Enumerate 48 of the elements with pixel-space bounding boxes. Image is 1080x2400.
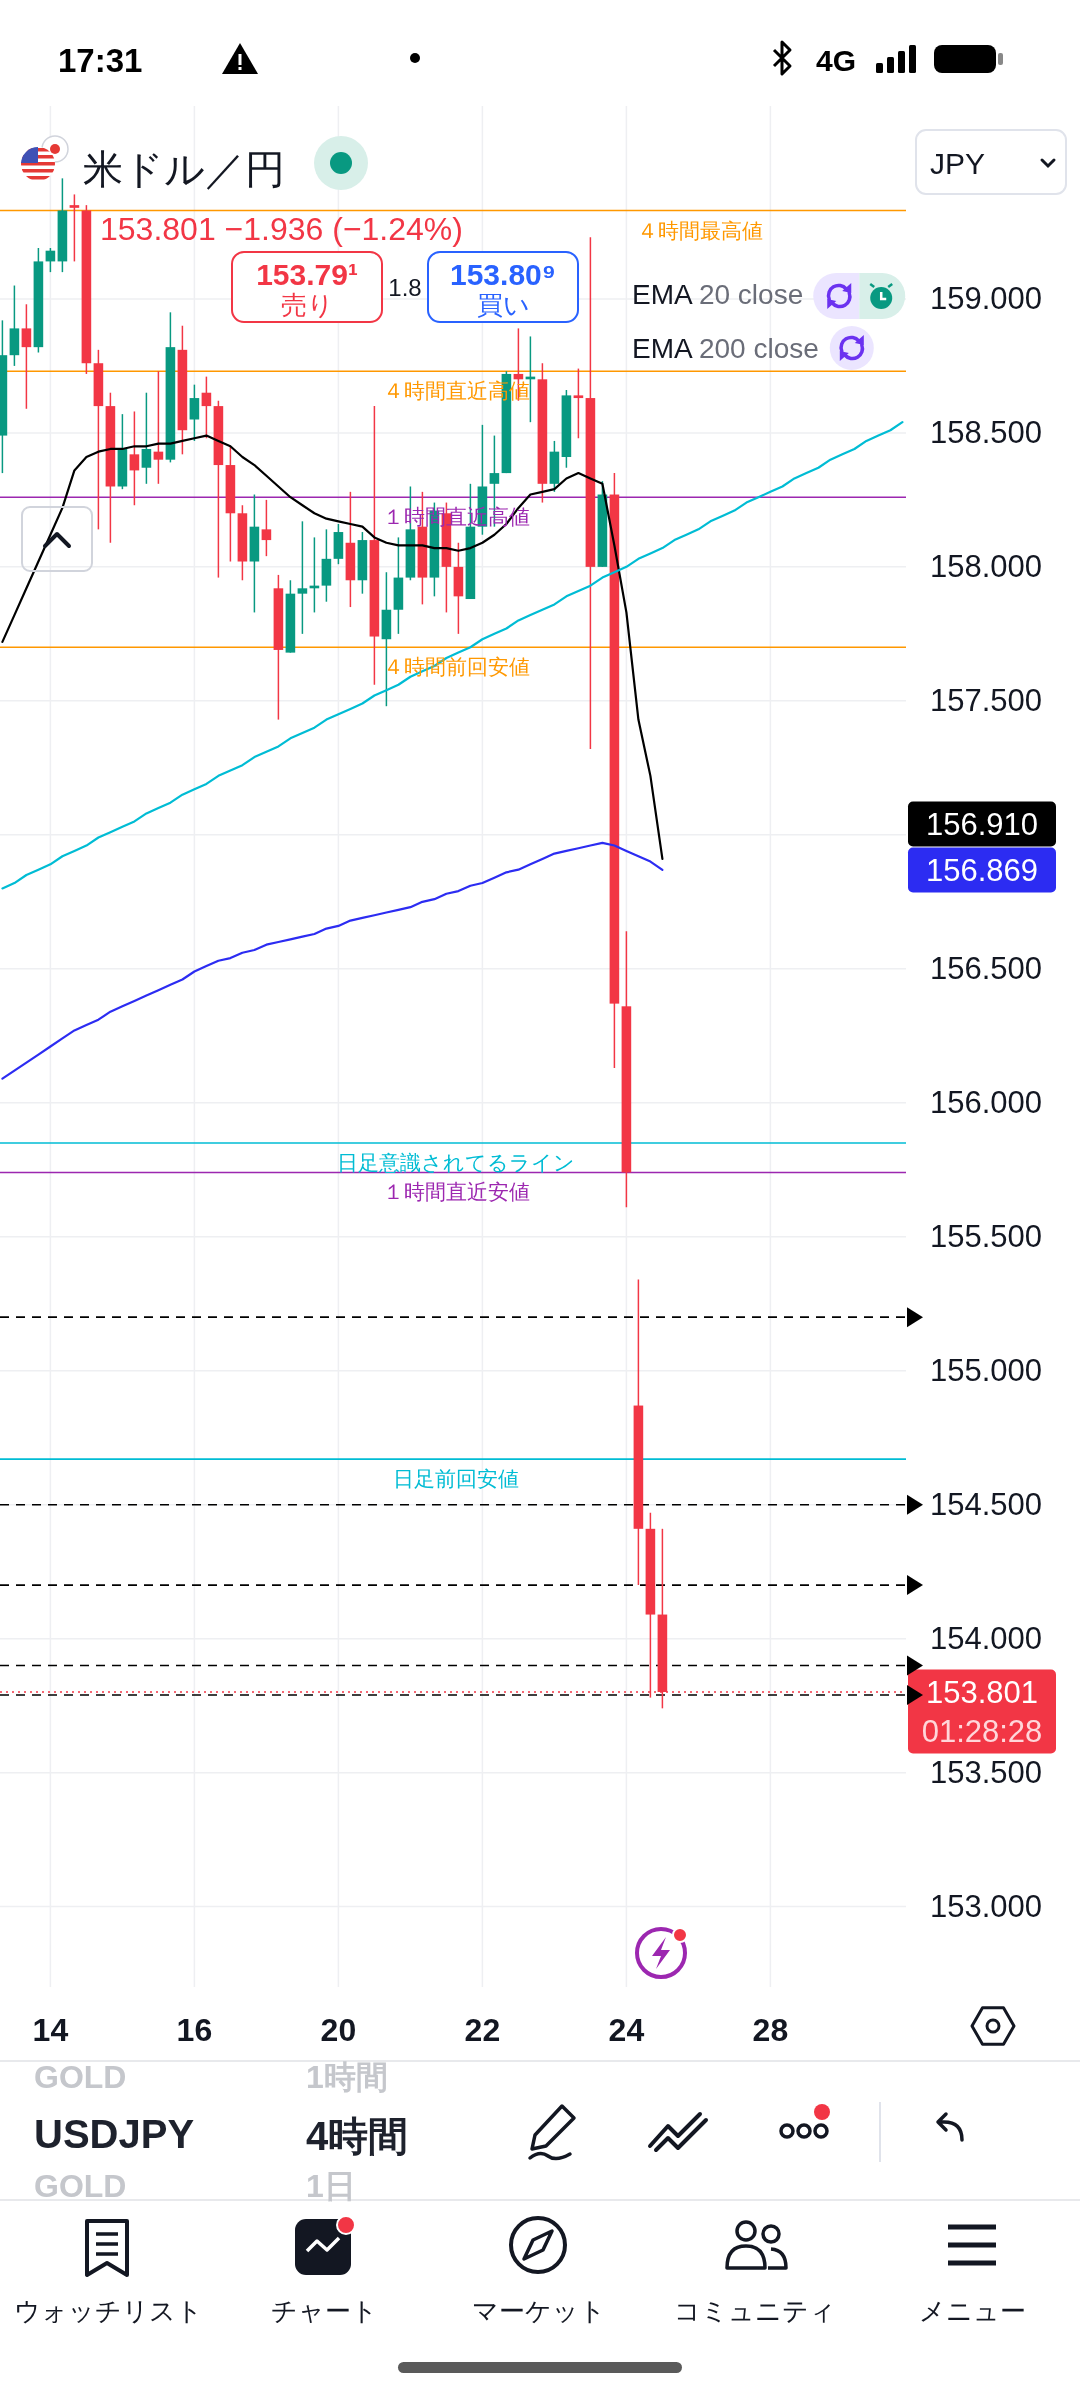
ytick-label: 156.000 — [929, 1085, 1043, 1121]
price-label: 153.801 01:28:28 — [908, 1669, 1056, 1754]
ytick-label: 158.000 — [929, 549, 1043, 585]
annotation: GOLD — [34, 2168, 127, 2204]
ytick-label: 154.000 — [929, 1621, 1043, 1657]
price-label: 156.910 — [908, 801, 1056, 847]
ytick-label: 153.000 — [929, 1889, 1043, 1925]
subtitle: 153.801 −1.936 (−1.24%) — [100, 211, 463, 247]
annotation: 買い — [476, 290, 530, 320]
ytick-label: 157.500 — [929, 683, 1043, 719]
xtick-label: 24 — [608, 2012, 645, 2048]
xtick-label: 14 — [32, 2012, 69, 2048]
annotation: USDJPY — [34, 2112, 195, 2156]
annotation: コミュニティ — [674, 2296, 836, 2326]
ref-label: １時間直近安値 — [382, 1180, 530, 1204]
ytick-label: 155.000 — [929, 1353, 1043, 1389]
annotation: 売り — [280, 290, 334, 320]
annotation: ウォッチリスト — [13, 2296, 203, 2326]
annotation: 4時間 — [306, 2114, 409, 2158]
ytick-label: 155.500 — [929, 1219, 1043, 1255]
xtick-label: 16 — [176, 2012, 213, 2048]
annotation: 153.79¹ — [256, 258, 358, 291]
ytick-label: 159.000 — [929, 281, 1043, 317]
price-label: 156.869 — [908, 847, 1056, 893]
xtick-label: 20 — [320, 2012, 357, 2048]
annotation: 153.80⁹ — [450, 258, 556, 291]
ytick-label: 154.500 — [929, 1487, 1043, 1523]
annotation: 1.8 — [388, 274, 422, 301]
annotation: 1時間 — [306, 2059, 388, 2095]
annotation: GOLD — [34, 2059, 127, 2095]
ref-label: ４時間最高値 — [637, 218, 763, 242]
annotation: EMA 200 close — [632, 333, 819, 364]
annotation: 1日 — [306, 2168, 356, 2204]
annotation: マーケット — [472, 2296, 606, 2326]
xtick-label: 28 — [752, 2012, 789, 2048]
ytick-label: 158.500 — [929, 415, 1043, 451]
annotation: メニュー — [918, 2296, 1026, 2326]
annotation: EMA 20 close — [632, 279, 804, 310]
title: 米ドル／円 — [83, 147, 285, 191]
ytick-label: 156.500 — [929, 951, 1043, 987]
ref-label: 日足意識されてるライン — [337, 1150, 575, 1174]
ref-label: 日足前回安値 — [393, 1467, 519, 1491]
ytick-label: 153.500 — [929, 1755, 1043, 1791]
annotation: チャート — [270, 2296, 378, 2326]
annotation: 17:31 — [58, 42, 143, 79]
annotation: JPY — [930, 147, 986, 180]
xtick-label: 22 — [464, 2012, 501, 2048]
annotation: 4G — [816, 44, 856, 77]
